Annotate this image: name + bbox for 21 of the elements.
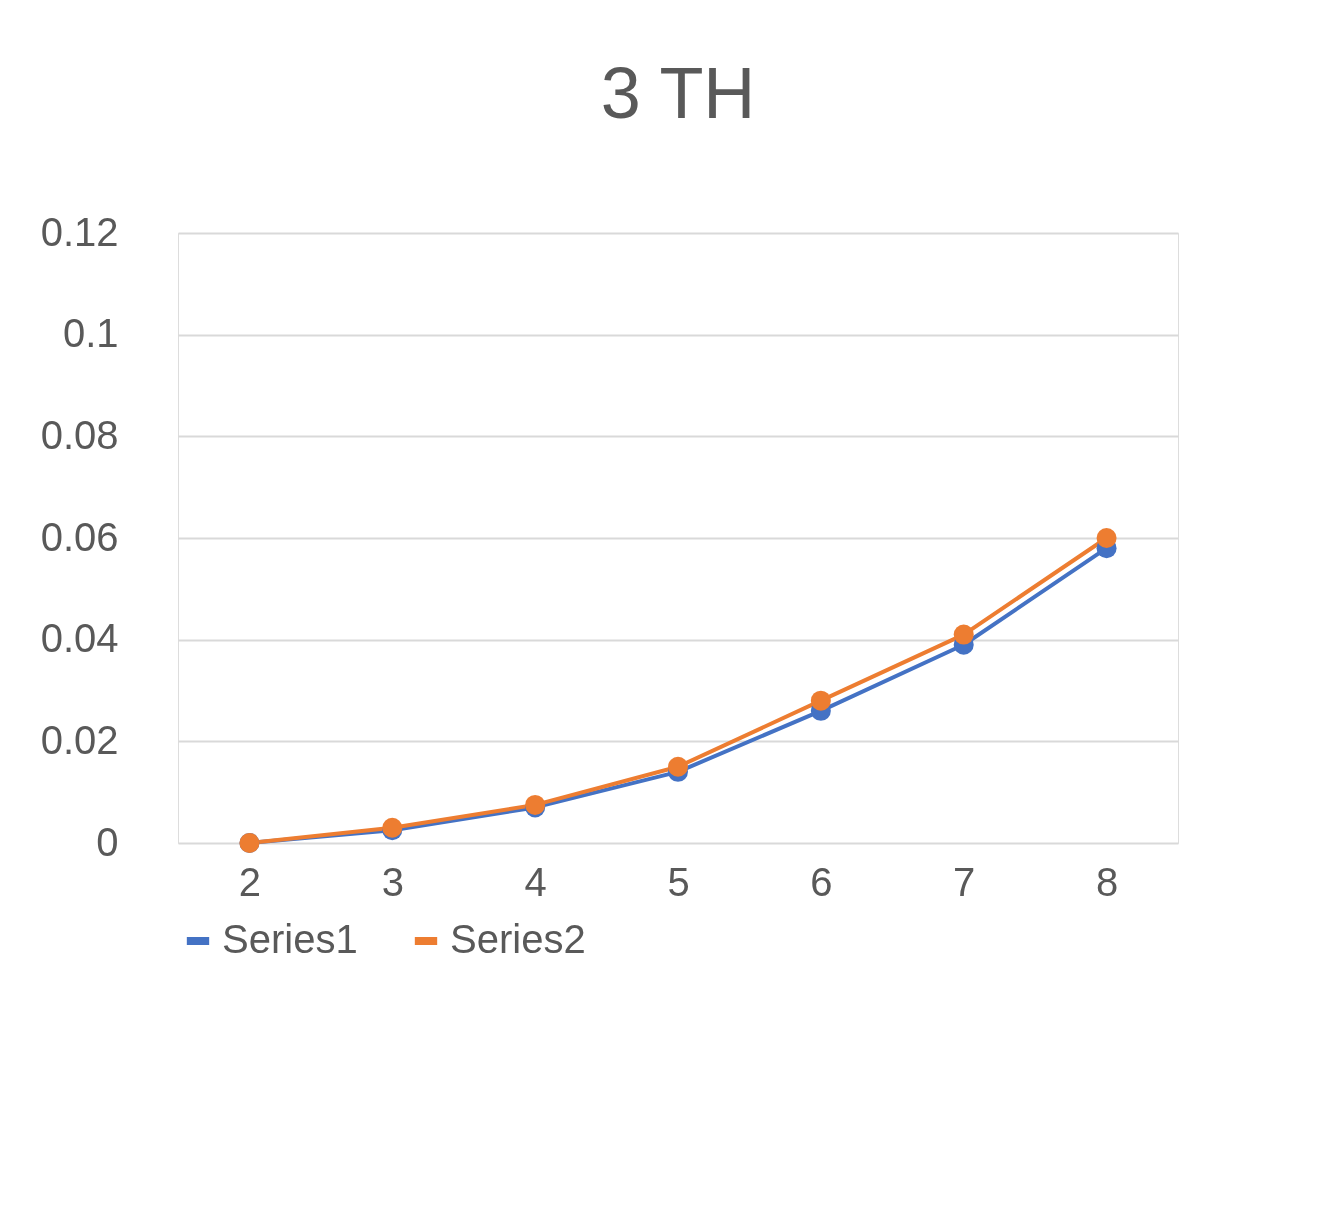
x-tick-label: 4: [524, 859, 547, 904]
x-tick-label: 6: [810, 859, 833, 904]
x-tick-label: 2: [238, 859, 262, 904]
x-tick-label: 5: [667, 859, 690, 904]
legend-label: Series1: [222, 917, 358, 961]
y-tick-label: 0: [96, 819, 119, 864]
y-tick-label: 0.1: [62, 311, 119, 356]
chart-title: 3 TH: [600, 53, 756, 133]
point: [668, 756, 688, 777]
y-tick-label: 0.02: [40, 717, 119, 762]
legend-label: Series2: [450, 917, 586, 961]
point: [1096, 528, 1117, 548]
x-tick-label: 8: [1095, 859, 1119, 904]
y-tick-label: 0.06: [40, 514, 119, 559]
point: [810, 690, 831, 711]
y-tick-label: 0.08: [40, 412, 119, 457]
y-tick-label: 0.04: [40, 616, 119, 661]
y-tick-label: 0.12: [40, 209, 119, 254]
point: [953, 624, 974, 645]
x-tick-label: 3: [381, 859, 404, 904]
x-tick-label: 7: [953, 859, 976, 904]
